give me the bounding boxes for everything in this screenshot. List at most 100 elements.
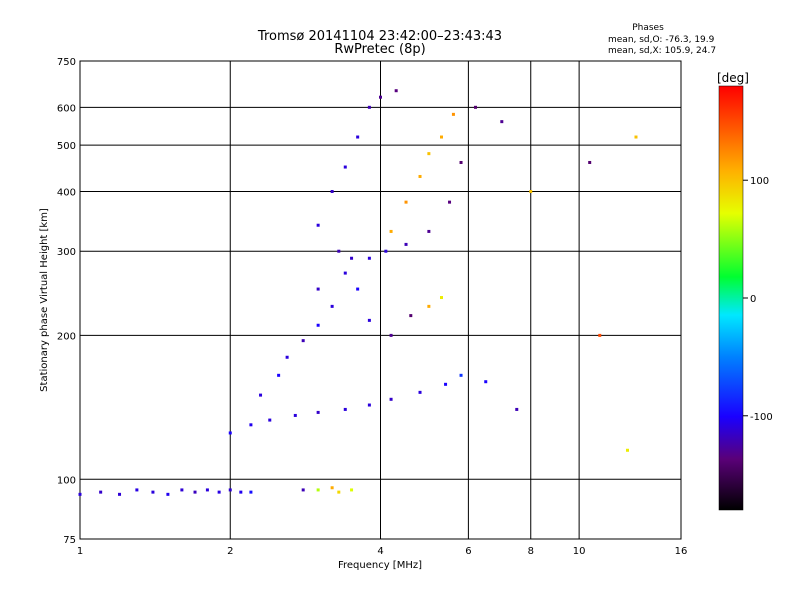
y-tick-label: 75 xyxy=(63,535,76,546)
colorbar xyxy=(718,85,744,511)
data-point xyxy=(180,488,184,492)
stats-o-line: mean, sd,O: -76.3, 19.9 xyxy=(608,35,715,45)
data-point xyxy=(356,135,360,139)
data-point xyxy=(193,490,197,494)
data-point xyxy=(459,373,463,377)
data-point xyxy=(277,373,281,377)
chart-subtitle: RwPretec (8p) xyxy=(334,42,425,57)
data-point xyxy=(529,189,533,193)
data-point xyxy=(367,256,371,260)
data-point xyxy=(427,229,431,233)
data-point xyxy=(330,304,334,308)
data-point xyxy=(135,488,139,492)
data-point xyxy=(249,490,253,494)
data-point xyxy=(389,333,393,337)
data-point xyxy=(337,249,341,253)
data-point xyxy=(330,486,334,490)
colorbar-tick-label: -100 xyxy=(750,412,773,423)
colorbar-ticks: 100 0 -100 xyxy=(743,176,773,423)
data-point xyxy=(459,160,463,164)
data-point xyxy=(625,448,629,452)
data-point xyxy=(118,492,122,496)
data-point xyxy=(448,200,452,204)
data-point xyxy=(634,135,638,139)
data-point xyxy=(389,397,393,401)
data-point xyxy=(356,287,360,291)
data-point xyxy=(166,492,170,496)
data-point xyxy=(285,355,289,359)
data-point xyxy=(427,304,431,308)
y-tick-label: 200 xyxy=(57,331,76,342)
data-point xyxy=(316,287,320,291)
chart-title: Tromsø 20141104 23:42:00–23:43:43 xyxy=(257,29,502,44)
data-point xyxy=(249,423,253,427)
stats-heading: Phases xyxy=(632,23,664,33)
data-point xyxy=(389,229,393,233)
data-point xyxy=(316,488,320,492)
stats-x-line: mean, sd,X: 105.9, 24.7 xyxy=(608,46,716,56)
tick-labels: 1 2 4 6 8 10 16 75 100 200 300 400 500 600 750 xyxy=(57,57,687,557)
data-point xyxy=(228,431,232,435)
data-point xyxy=(418,390,422,394)
data-point xyxy=(337,490,341,494)
data-point xyxy=(367,105,371,109)
data-point xyxy=(268,418,272,422)
x-tick-label: 6 xyxy=(465,546,471,557)
data-point xyxy=(205,488,209,492)
colorbar-tick-label: 100 xyxy=(750,176,769,187)
data-point xyxy=(99,490,103,494)
data-point xyxy=(484,380,488,384)
y-tick-label: 500 xyxy=(57,141,76,152)
colorbar-label: [deg] xyxy=(717,71,749,85)
data-point xyxy=(316,323,320,327)
data-point xyxy=(228,488,232,492)
data-point xyxy=(151,490,155,494)
x-tick-label: 1 xyxy=(77,546,83,557)
data-point xyxy=(379,95,382,99)
colorbar-tick-label: 0 xyxy=(750,294,756,305)
data-point xyxy=(343,165,347,169)
data-point xyxy=(588,160,592,164)
y-tick-label: 400 xyxy=(57,187,76,198)
x-tick-label: 8 xyxy=(528,546,534,557)
data-point xyxy=(440,296,444,300)
data-point xyxy=(598,333,602,337)
data-point xyxy=(418,174,422,178)
data-point xyxy=(409,314,413,318)
data-point xyxy=(78,492,82,496)
y-tick-label: 600 xyxy=(57,103,76,114)
data-point xyxy=(343,407,347,411)
x-tick-label: 10 xyxy=(573,546,586,557)
data-point xyxy=(330,189,334,193)
data-point xyxy=(427,152,431,156)
data-point xyxy=(343,271,347,275)
data-point xyxy=(350,488,354,492)
data-point xyxy=(316,410,320,414)
data-point xyxy=(404,200,408,204)
x-tick-label: 2 xyxy=(227,546,233,557)
data-point xyxy=(451,112,455,116)
data-point xyxy=(473,105,477,109)
data-point xyxy=(444,382,448,386)
data-point xyxy=(301,339,305,343)
data-point xyxy=(440,135,444,139)
x-tick-label: 16 xyxy=(675,546,688,557)
data-point xyxy=(384,249,388,253)
data-point xyxy=(404,242,408,246)
x-tick-label: 4 xyxy=(377,546,383,557)
data-points xyxy=(78,89,638,496)
data-point xyxy=(259,393,263,397)
data-point xyxy=(515,407,519,411)
data-point xyxy=(301,488,305,492)
data-point xyxy=(217,490,221,494)
data-point xyxy=(293,413,297,417)
data-point xyxy=(394,89,398,93)
data-point xyxy=(316,223,320,227)
y-axis-label: Stationary phase Virtual Height [km] xyxy=(39,208,50,392)
y-tick-label: 750 xyxy=(57,57,76,68)
data-point xyxy=(239,490,243,494)
data-point xyxy=(367,403,371,407)
y-tick-label: 300 xyxy=(57,247,76,258)
grid-lines xyxy=(80,61,681,539)
